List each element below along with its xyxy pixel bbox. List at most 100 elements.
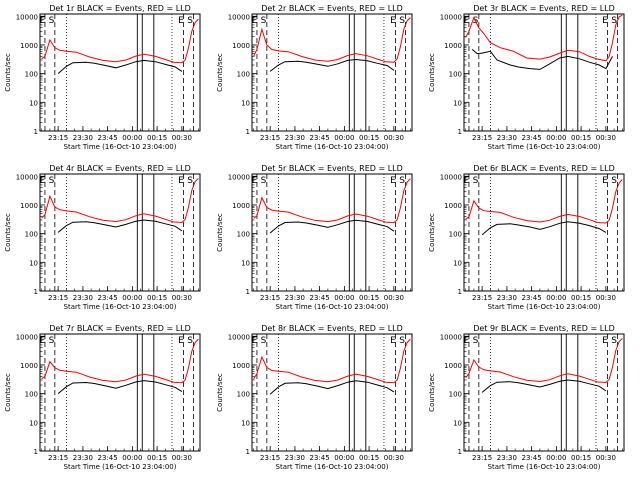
x-tick-label: 23:15 (48, 134, 68, 142)
plot-frame (39, 173, 201, 292)
y-axis-title: Counts/sec (216, 213, 224, 252)
band-label: E (40, 176, 46, 186)
y-tick-label: 1 (246, 128, 250, 136)
band-label: S (261, 336, 267, 346)
plot-frame (39, 333, 201, 452)
x-axis-title: Start Time (16-Oct-10 23:04:00) (64, 303, 177, 311)
panel-title: Det 9r BLACK = Events, RED = LLD (473, 324, 615, 333)
y-tick-label: 1 (246, 448, 250, 456)
y-tick-label: 1000 (444, 42, 462, 50)
band-label: S (49, 336, 55, 346)
events-series-line (269, 58, 395, 72)
y-tick-label: 10000 (440, 13, 462, 21)
x-tick-label: 23:45 (522, 294, 542, 302)
band-label: E (178, 16, 184, 26)
x-tick-label: 00:30 (172, 134, 192, 142)
events-series-line (269, 380, 395, 395)
plot-frame (463, 333, 625, 452)
lld-series-line (253, 338, 411, 384)
band-label: S (187, 16, 193, 26)
y-tick-label: 1 (458, 448, 462, 456)
x-tick-label: 00:00 (546, 294, 566, 302)
x-tick-label: 00:15 (147, 294, 167, 302)
x-tick-label: 00:15 (571, 454, 591, 462)
y-tick-label: 1000 (232, 202, 250, 210)
x-tick-label: 00:15 (147, 134, 167, 142)
x-tick-label: 23:15 (48, 454, 68, 462)
y-axis-title: Counts/sec (4, 373, 12, 412)
x-tick-label: 00:15 (359, 294, 379, 302)
band-label: E (464, 176, 470, 186)
detector-panel-5: Det 5r BLACK = Events, RED = LLD 1 10 100 10… (216, 164, 413, 311)
x-tick-label: 00:00 (122, 454, 142, 462)
band-label: S (611, 16, 617, 26)
y-tick-label: 100 (25, 391, 38, 399)
events-series-line (481, 379, 607, 393)
x-tick-label: 23:15 (260, 134, 280, 142)
x-tick-label: 00:30 (596, 134, 616, 142)
detector-panel-2: Det 2r BLACK = Events, RED = LLD 1 10 100 10… (216, 4, 413, 151)
x-tick-label: 23:45 (98, 134, 118, 142)
y-tick-label: 100 (237, 391, 250, 399)
x-tick-label: 00:15 (359, 134, 379, 142)
x-tick-label: 23:15 (472, 134, 492, 142)
band-label: S (399, 176, 405, 186)
detector-panel-7: Det 7r BLACK = Events, RED = LLD 1 10 100 10… (4, 324, 201, 471)
detector-panel-6: Det 6r BLACK = Events, RED = LLD 1 10 100 10… (428, 164, 625, 311)
band-label: E (252, 176, 258, 186)
lld-series-line (41, 177, 199, 224)
y-axis-title: Counts/sec (216, 53, 224, 92)
plot-frame (463, 13, 625, 132)
x-tick-label: 00:30 (172, 294, 192, 302)
plot-frame (463, 173, 625, 292)
events-series-line (471, 49, 613, 70)
y-tick-label: 1000 (444, 362, 462, 370)
x-tick-label: 23:30 (73, 134, 93, 142)
y-tick-label: 10 (29, 259, 38, 267)
x-axis-title: Start Time (16-Oct-10 23:04:00) (64, 463, 177, 471)
x-tick-label: 23:15 (472, 454, 492, 462)
detector-panel-8: Det 8r BLACK = Events, RED = LLD 1 10 100 10… (216, 324, 413, 471)
band-label: S (611, 336, 617, 346)
lld-series-line (465, 179, 623, 224)
band-label: E (40, 336, 46, 346)
x-tick-label: 23:30 (497, 294, 517, 302)
y-tick-label: 100 (449, 71, 462, 79)
y-axis-title: Counts/sec (216, 373, 224, 412)
events-series-line (57, 59, 183, 74)
y-tick-label: 100 (25, 71, 38, 79)
y-axis-title: Counts/sec (428, 373, 436, 412)
detector-panel-4: Det 4r BLACK = Events, RED = LLD 1 10 100 10… (4, 164, 201, 311)
y-tick-label: 1 (34, 128, 38, 136)
detector-panel-9: Det 9r BLACK = Events, RED = LLD 1 10 100 10… (428, 324, 625, 471)
panel-title: Det 3r BLACK = Events, RED = LLD (473, 4, 615, 13)
x-tick-label: 23:30 (73, 294, 93, 302)
x-axis-title: Start Time (16-Oct-10 23:04:00) (488, 463, 601, 471)
band-label: E (390, 16, 396, 26)
y-tick-label: 1000 (20, 42, 38, 50)
plot-frame (251, 173, 413, 292)
y-tick-label: 100 (237, 71, 250, 79)
x-tick-label: 00:30 (596, 294, 616, 302)
x-tick-label: 00:30 (172, 454, 192, 462)
band-label: E (390, 336, 396, 346)
lld-series-line (41, 18, 199, 64)
x-tick-label: 23:45 (98, 294, 118, 302)
y-tick-label: 10000 (16, 173, 38, 181)
y-tick-label: 1000 (444, 202, 462, 210)
y-tick-label: 100 (237, 231, 250, 239)
x-axis-title: Start Time (16-Oct-10 23:04:00) (488, 143, 601, 151)
lld-series-line (253, 178, 411, 224)
band-label: E (40, 16, 46, 26)
plot-frame (251, 13, 413, 132)
x-tick-label: 23:30 (285, 294, 305, 302)
y-tick-label: 10000 (228, 13, 250, 21)
x-tick-label: 23:15 (48, 294, 68, 302)
band-label: S (49, 176, 55, 186)
x-tick-label: 23:45 (522, 454, 542, 462)
y-tick-label: 10 (241, 259, 250, 267)
band-label: E (464, 336, 470, 346)
y-tick-label: 10 (453, 419, 462, 427)
y-tick-label: 10000 (440, 333, 462, 341)
lld-series-line (465, 14, 623, 62)
